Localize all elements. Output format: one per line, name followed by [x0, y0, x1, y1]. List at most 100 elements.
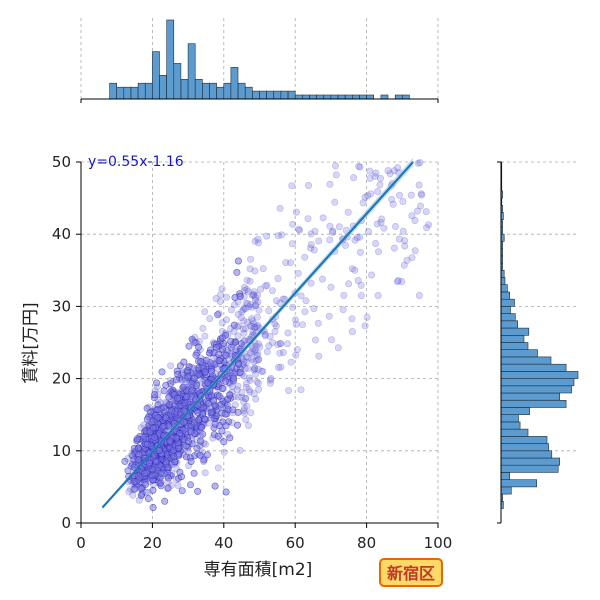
- scatter-point: [325, 312, 333, 320]
- scatter-point: [194, 364, 202, 372]
- scatter-point: [255, 356, 263, 364]
- scatter-point: [253, 313, 261, 321]
- scatter-point: [216, 297, 224, 305]
- scatter-point: [234, 382, 242, 390]
- scatter-point: [247, 301, 255, 309]
- scatter-point: [243, 285, 251, 293]
- scatter-point: [224, 402, 232, 410]
- scatter-point: [390, 167, 398, 175]
- top-hist-bar: [145, 82, 153, 100]
- right-hist-bar: [500, 414, 519, 423]
- scatter-point: [141, 469, 149, 477]
- scatter-point: [250, 323, 258, 331]
- scatter-point: [393, 278, 401, 286]
- scatter-point: [276, 340, 284, 348]
- scatter-point: [254, 379, 262, 387]
- scatter-point: [176, 468, 184, 476]
- scatter-point: [277, 363, 285, 371]
- top-hist-bar: [194, 79, 203, 100]
- scatter-point: [215, 350, 223, 358]
- scatter-point: [247, 255, 255, 263]
- scatter-point: [372, 169, 380, 177]
- scatter-point: [212, 294, 220, 302]
- right-hist-bar: [500, 407, 530, 415]
- scatter-point: [164, 474, 172, 482]
- scatter-point: [340, 291, 348, 299]
- scatter-point: [157, 479, 165, 487]
- scatter-point: [254, 349, 262, 357]
- region-badge: 新宿区: [379, 558, 443, 587]
- top-hist-bar: [266, 90, 275, 100]
- scatter-point: [251, 267, 259, 275]
- scatter-point: [242, 394, 250, 402]
- scatter-point: [166, 400, 174, 408]
- scatter-point: [141, 479, 149, 487]
- scatter-point: [251, 296, 259, 304]
- right-hist-bar: [500, 385, 572, 394]
- scatter-point: [170, 452, 178, 460]
- scatter-point: [376, 181, 384, 189]
- scatter-point: [157, 469, 165, 477]
- scatter-point: [240, 358, 248, 366]
- right-hist-bar: [500, 428, 529, 437]
- scatter-point: [234, 257, 242, 265]
- scatter-point: [184, 438, 192, 446]
- scatter-point: [261, 332, 269, 340]
- scatter-point: [394, 276, 402, 284]
- top-hist-bar: [180, 79, 189, 100]
- scatter-point: [237, 314, 245, 322]
- scatter-point: [207, 409, 215, 417]
- scatter-point: [172, 475, 180, 483]
- scatter-point: [172, 441, 180, 449]
- scatter-point: [276, 349, 284, 357]
- scatter-point: [131, 485, 139, 493]
- scatter-point: [201, 469, 209, 477]
- scatter-point: [425, 221, 433, 229]
- scatter-point: [159, 423, 167, 431]
- scatter-point: [279, 348, 287, 356]
- scatter-point: [261, 282, 269, 290]
- scatter-point: [292, 320, 300, 328]
- scatter-point: [244, 364, 252, 372]
- scatter-point: [408, 254, 416, 262]
- scatter-point: [211, 482, 219, 490]
- scatter-point: [162, 460, 170, 468]
- scatter-point: [167, 362, 175, 370]
- scatter-point: [195, 370, 203, 378]
- scatter-point: [408, 212, 416, 220]
- scatter-point: [282, 259, 290, 267]
- right-hist-bar: [500, 479, 538, 488]
- scatter-point: [236, 292, 244, 300]
- scatter-point: [250, 358, 258, 366]
- scatter-point: [255, 385, 263, 393]
- scatter-point: [297, 386, 305, 394]
- scatter-point: [191, 338, 199, 346]
- scatter-point: [399, 198, 407, 206]
- scatter-point: [246, 265, 254, 273]
- regression-line-group: [101, 157, 414, 509]
- right-hist-bar: [500, 399, 567, 408]
- right-hist-bar: [500, 277, 506, 285]
- scatter-point: [289, 303, 297, 311]
- top-hist-bar: [359, 94, 367, 100]
- scatter-point: [174, 481, 182, 489]
- scatter-point: [165, 422, 173, 430]
- scatter-point: [304, 215, 312, 223]
- scatter-point: [157, 482, 165, 490]
- scatter-point: [250, 291, 258, 299]
- scatter-point: [230, 374, 238, 382]
- top-marginal-histogram: [80, 18, 439, 103]
- scatter-point: [252, 301, 260, 309]
- scatter-point: [326, 236, 334, 244]
- scatter-point: [124, 467, 132, 475]
- scatter-point: [162, 414, 170, 422]
- right-hist-bar: [500, 392, 561, 401]
- scatter-point: [151, 433, 159, 441]
- top-hist-bar: [116, 86, 125, 100]
- scatter-point: [326, 222, 334, 230]
- scatter-point: [252, 395, 260, 403]
- scatter-point: [274, 274, 282, 282]
- scatter-point: [246, 374, 254, 382]
- scatter-point: [208, 414, 216, 422]
- scatter-point: [258, 367, 266, 375]
